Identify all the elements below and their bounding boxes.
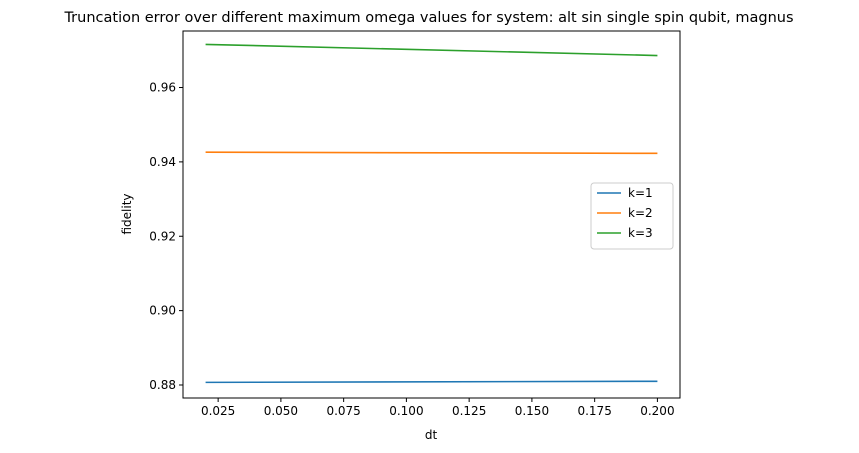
y-tick-label: 0.88 [149,378,176,392]
y-tick-label: 0.94 [149,155,176,169]
legend-label: k=3 [628,226,653,240]
y-tick-label: 0.96 [149,81,176,95]
legend-label: k=2 [628,206,653,220]
x-axis-ticks: 0.025 0.050 0.075 0.100 0.125 0.150 0.175 0.200 [201,398,675,418]
x-axis-label: dt [425,428,438,442]
y-axis-ticks: 0.88 0.90 0.92 0.94 0.96 [149,81,183,392]
series-line-k2 [205,151,658,155]
x-tick-label: 0.050 [264,404,298,418]
series-layer [205,43,658,384]
x-tick-label: 0.125 [452,404,486,418]
x-tick-label: 0.200 [640,404,674,418]
x-tick-label: 0.100 [389,404,423,418]
x-tick-label: 0.175 [577,404,611,418]
y-tick-label: 0.92 [149,229,176,243]
y-axis-label: fidelity [120,193,134,234]
x-tick-label: 0.150 [515,404,549,418]
series-line-k1 [205,380,658,384]
legend-label: k=1 [628,186,653,200]
x-tick-label: 0.025 [201,404,235,418]
series-line-k3 [205,43,658,57]
plot-frame [182,30,681,399]
x-tick-label: 0.075 [326,404,360,418]
chart-title: Truncation error over different maximum … [63,10,793,26]
legend: k=1 k=2 k=3 [590,182,674,250]
y-tick-label: 0.90 [149,304,176,318]
